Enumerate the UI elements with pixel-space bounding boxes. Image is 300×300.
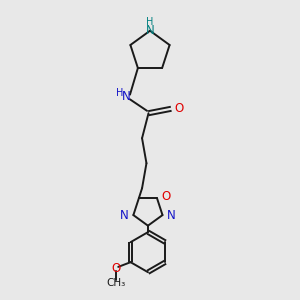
Text: N: N bbox=[120, 208, 129, 222]
Text: H: H bbox=[146, 17, 154, 27]
Text: CH₃: CH₃ bbox=[106, 278, 125, 288]
Text: O: O bbox=[111, 262, 121, 275]
Text: N: N bbox=[146, 24, 154, 37]
Text: N: N bbox=[167, 208, 176, 222]
Text: O: O bbox=[161, 190, 171, 203]
Text: N: N bbox=[122, 91, 131, 103]
Text: O: O bbox=[175, 102, 184, 115]
Text: H: H bbox=[116, 88, 124, 98]
